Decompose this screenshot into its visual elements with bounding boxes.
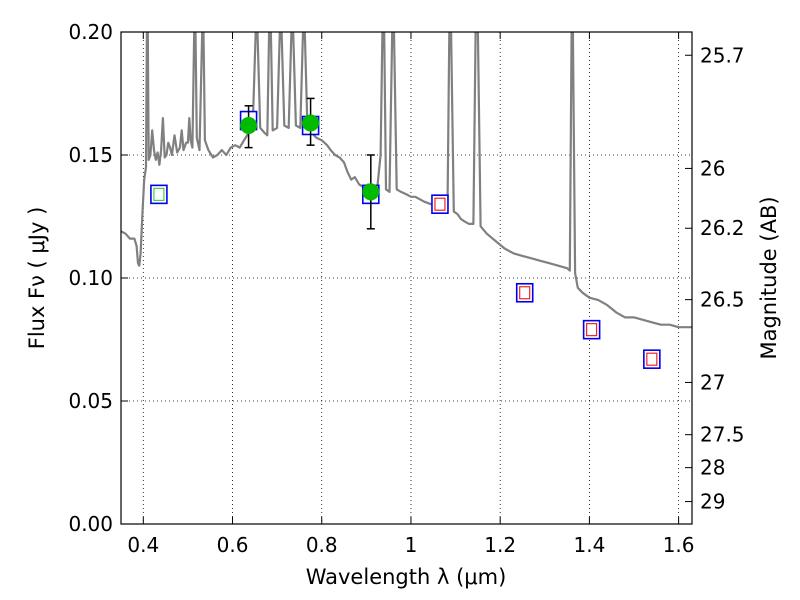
x-tick-label: 0.6	[217, 533, 249, 557]
observed-upper-marker	[153, 187, 165, 201]
observed-flux-point	[302, 114, 320, 132]
y-tick-label: 0.20	[68, 20, 113, 44]
y2-tick-label: 26	[700, 156, 725, 180]
y-tick-label: 0.15	[68, 143, 113, 167]
y-tick-label: 0.10	[68, 266, 113, 290]
plot-area	[121, 32, 692, 369]
y2-tick-label: 29	[700, 490, 725, 514]
predicted-photometry-marker	[586, 323, 598, 337]
observed-flux-point	[240, 116, 258, 134]
x-tick-label: 0.4	[127, 533, 159, 557]
x-tick-label: 1.4	[573, 533, 605, 557]
predicted-photometry-marker	[434, 197, 446, 211]
x-tick-label: 0.8	[306, 533, 338, 557]
y2-tick-label: 25.7	[700, 43, 745, 67]
y-tick-label: 0.05	[68, 389, 113, 413]
predicted-photometry-marker	[646, 352, 658, 366]
x-axis-label: Wavelength λ (μm)	[306, 565, 507, 589]
model-photometry-box	[643, 349, 661, 369]
y2-tick-label: 26.2	[700, 216, 745, 240]
observed-flux-point	[362, 183, 380, 201]
x-tick-label: 1.6	[663, 533, 695, 557]
y2-tick-label: 28	[700, 456, 725, 480]
model-photometry-box	[515, 282, 534, 303]
model-photometry-box	[582, 319, 601, 340]
y2-tick-label: 27	[700, 370, 725, 394]
y-axis-label: Flux Fν ( μJy )	[25, 207, 49, 350]
model-spectrum-line	[121, 32, 692, 329]
x-tick-label: 1	[405, 533, 418, 557]
y-tick-label: 0.00	[68, 512, 113, 536]
model-photometry-box	[431, 194, 449, 214]
predicted-photometry-marker	[519, 286, 531, 300]
axis-ticks: 0.4 0.6 0.8 1 1.2 1.4 1.6 0.00 0.05 0.10 0.15 0.20 2…	[68, 20, 744, 557]
y2-tick-label: 27.5	[700, 423, 745, 447]
y2-axis-label: Magnitude (AB)	[757, 196, 781, 359]
x-tick-label: 1.2	[484, 533, 516, 557]
y2-tick-label: 26.5	[700, 288, 745, 312]
model-photometry-box	[150, 184, 168, 205]
